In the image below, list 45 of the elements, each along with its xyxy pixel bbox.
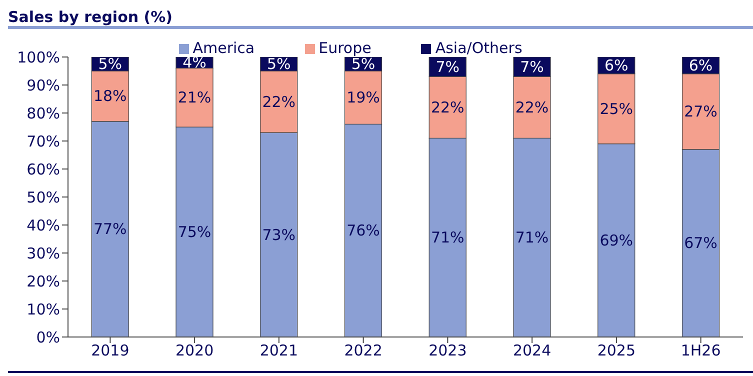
x-tick-label: 2025	[597, 342, 636, 360]
data-label: 75%	[178, 223, 212, 241]
data-label: 69%	[600, 231, 634, 250]
data-label: 7%	[436, 58, 460, 76]
x-tick-label: 2022	[344, 342, 382, 360]
x-tick-label: 1H26	[680, 342, 721, 360]
y-tick-label: 60%	[26, 160, 60, 178]
y-tick-label: 20%	[26, 272, 60, 290]
data-label: 22%	[515, 98, 549, 116]
data-label: 5%	[351, 55, 376, 73]
data-label: 27%	[684, 102, 718, 121]
data-label: 71%	[515, 228, 549, 247]
x-tick-label: 2023	[428, 342, 467, 360]
y-tick-label: 100%	[17, 48, 60, 66]
y-tick-label: 90%	[26, 76, 60, 94]
data-label: 19%	[346, 88, 380, 107]
chart-title: Sales by region (%)	[8, 8, 174, 26]
y-tick-label: 50%	[26, 188, 60, 206]
data-label: 6%	[688, 56, 713, 74]
legend-label: Europe	[318, 39, 372, 57]
data-label: 5%	[98, 55, 122, 73]
data-label: 22%	[430, 98, 464, 116]
x-tick-label: 2021	[260, 342, 298, 360]
data-label: 22%	[262, 92, 296, 111]
y-tick-label: 0%	[36, 328, 60, 346]
data-label: 5%	[266, 55, 291, 73]
y-tick-label: 80%	[26, 104, 60, 122]
data-label: 71%	[430, 228, 464, 247]
data-label: 73%	[262, 226, 296, 244]
y-tick-label: 30%	[26, 244, 60, 262]
x-tick-label: 2020	[175, 342, 214, 360]
data-label: 25%	[600, 100, 634, 118]
data-label: 21%	[178, 88, 212, 107]
data-label: 67%	[684, 234, 718, 252]
data-label: 76%	[346, 222, 380, 240]
legend-label: Asia/Others	[435, 39, 522, 57]
data-label: 18%	[93, 87, 127, 106]
y-tick-label: 70%	[26, 132, 60, 150]
y-tick-label: 40%	[26, 216, 60, 234]
data-label: 77%	[93, 220, 127, 238]
data-label: 7%	[520, 58, 544, 76]
x-tick-label: 2024	[512, 342, 552, 360]
x-tick-label: 2019	[91, 342, 130, 360]
data-label: 6%	[604, 56, 628, 74]
y-tick-label: 10%	[26, 300, 60, 318]
